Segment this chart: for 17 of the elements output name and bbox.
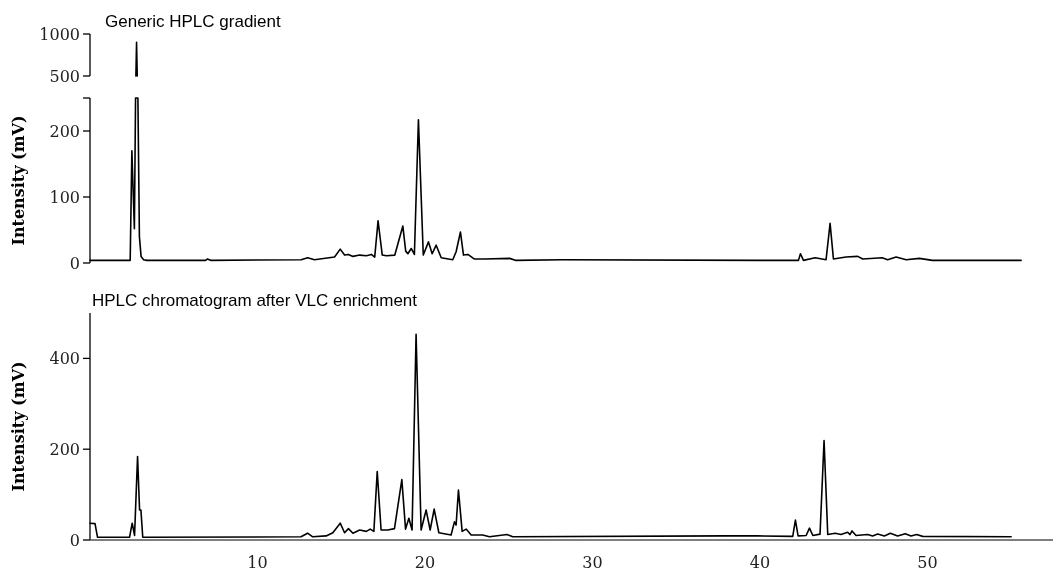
y-tick-label: 500: [49, 66, 80, 86]
y-tick-label: 0: [69, 253, 80, 273]
x-tick-label: 50: [917, 553, 938, 572]
x-tick-label: 40: [749, 553, 771, 572]
x-tick-label: 10: [247, 553, 268, 572]
y-tick-label: 1000: [39, 24, 80, 44]
y-tick-label: 200: [49, 439, 80, 459]
chart-title: Generic HPLC gradient: [105, 12, 282, 31]
x-tick-label: 20: [414, 553, 436, 572]
y-axis-title: Intensity (mV): [9, 115, 28, 246]
y-tick-label: 100: [49, 187, 80, 207]
x-tick-label: 30: [582, 553, 603, 572]
y-tick-label: 400: [49, 349, 80, 368]
y-tick-label: 0: [69, 530, 80, 550]
y-axis-title: Intensity (mV): [9, 361, 28, 492]
y-tick-label: 200: [49, 121, 80, 141]
chart-title: HPLC chromatogram after VLC enrichment: [92, 291, 418, 310]
